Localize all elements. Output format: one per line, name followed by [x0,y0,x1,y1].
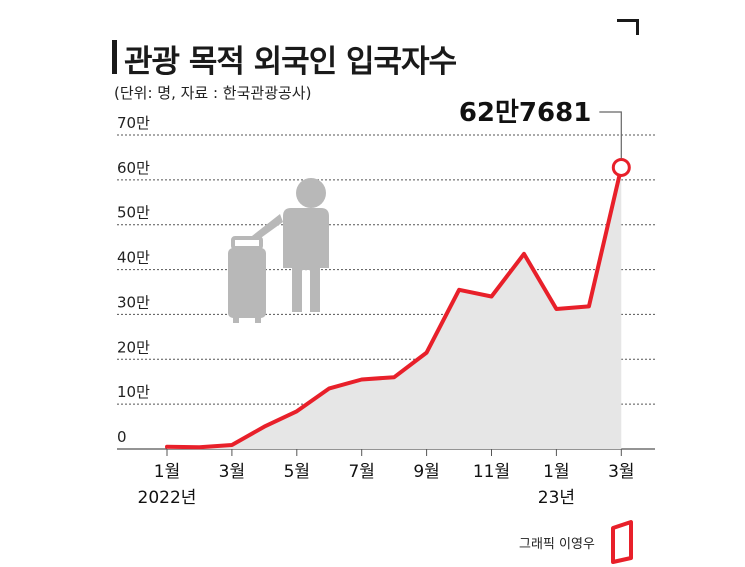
data-point [490,294,494,298]
y-tick-label: 0 [117,428,127,446]
series-line [165,165,624,450]
data-point [522,252,526,256]
peak-annotation: 62만7681 [459,98,622,159]
data-point [327,386,331,390]
y-tick-label: 60만 [117,159,150,177]
x-tick-label: 7월 [348,462,374,482]
data-point [197,445,201,449]
data-point [360,377,364,381]
x-tick-label: 3월 [608,462,634,482]
y-tick-label: 70만 [117,114,150,132]
data-point [165,445,169,449]
year-label: 2022년 [138,488,197,508]
data-point [554,307,558,311]
data-points [165,157,631,449]
red-flag-logo-icon [611,520,633,564]
data-point [392,375,396,379]
graphic-credit: 그래픽 이영우 [519,537,595,552]
x-tick-label: 3월 [219,462,245,482]
annotation-leader-line [599,111,622,159]
area-fill [167,167,622,449]
y-tick-label: 30만 [117,293,150,311]
corner-mark [617,19,639,35]
data-point [457,288,461,292]
data-point [611,157,631,177]
y-tick-label: 50만 [117,204,150,222]
chart-subtitle: (단위: 명, 자료 : 한국관광공사) [114,84,312,102]
x-tick-label: 5월 [284,462,310,482]
year-labels: 2022년 23년 [138,488,575,508]
y-tick-label: 10만 [117,383,150,401]
peak-value-label: 62만7681 [459,98,591,128]
y-axis-ticks: 0 10만 20만 30만 40만 50만 60만 70만 [117,114,150,446]
data-point [425,351,429,355]
data-point [230,443,234,447]
x-tick-label: 11월 [473,462,510,482]
x-tick-label: 9월 [413,462,439,482]
data-point [295,409,299,413]
traveler-with-suitcase-icon [228,178,329,323]
y-tick-label: 20만 [117,338,150,356]
x-tick-label: 1월 [154,462,180,482]
y-tick-label: 40만 [117,249,150,267]
chart-title: 관광 목적 외국인 입국자수 [124,44,457,80]
year-label: 23년 [538,488,575,508]
data-point [587,304,591,308]
data-point [262,425,266,429]
x-axis-ticks: 1월 3월 5월 7월 9월 11월 1월 3월 [154,449,635,482]
title-accent-bar [112,40,117,74]
x-tick-label: 1월 [543,462,569,482]
